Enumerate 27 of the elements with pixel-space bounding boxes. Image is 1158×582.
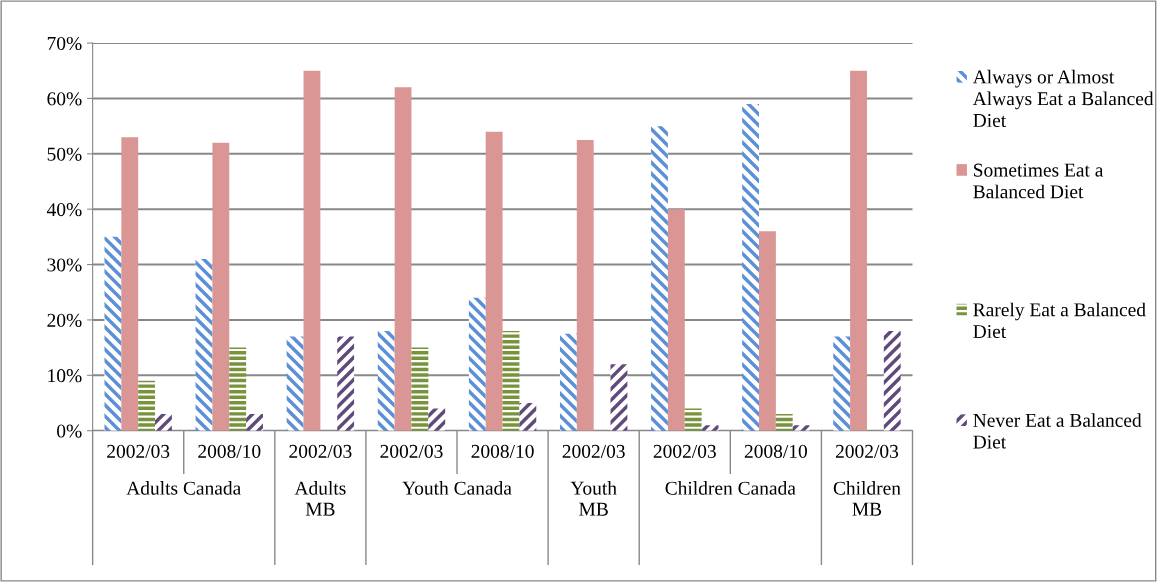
y-tick-label: 40% — [46, 203, 82, 217]
x-tick-label: 2002/03 — [289, 444, 352, 458]
x-tick-label: 2002/03 — [380, 444, 443, 458]
x-tick-label: 2008/10 — [471, 444, 534, 458]
y-tick-label: 20% — [47, 313, 82, 327]
y-tick-label: 10% — [48, 369, 82, 383]
x-tick-label: 2008/10 — [198, 444, 261, 458]
text: Youth MB — [570, 481, 617, 516]
legend-label: Sometimes Eat a Balanced Diet — [973, 163, 1104, 199]
legend-label: Rarely Eat a Balanced Diet — [973, 302, 1146, 339]
text: Adults Canada — [126, 481, 241, 495]
text: Youth Canada — [402, 481, 512, 495]
x-tick-label: 2002/03 — [835, 444, 899, 458]
y-tick-label: 60% — [47, 92, 82, 106]
legend-label: Always or Almost Always Eat a Balanced Diet — [972, 69, 1154, 127]
y-tick-label: 0% — [57, 424, 82, 438]
x-tick-label: 2008/10 — [744, 444, 807, 458]
legend-label: Never Eat a Balanced Diet — [973, 413, 1142, 449]
text: Children Canada — [665, 481, 796, 495]
y-tick-label: 70% — [47, 36, 82, 51]
x-tick-label: 2002/03 — [107, 444, 170, 458]
text: Adults MB — [294, 481, 346, 516]
x-tick-label: 2002/03 — [562, 444, 625, 458]
x-tick-label: 2002/03 — [653, 444, 716, 458]
text: Children MB — [833, 481, 901, 516]
y-tick-label: 30% — [47, 258, 82, 272]
y-tick-label: 50% — [47, 147, 82, 161]
